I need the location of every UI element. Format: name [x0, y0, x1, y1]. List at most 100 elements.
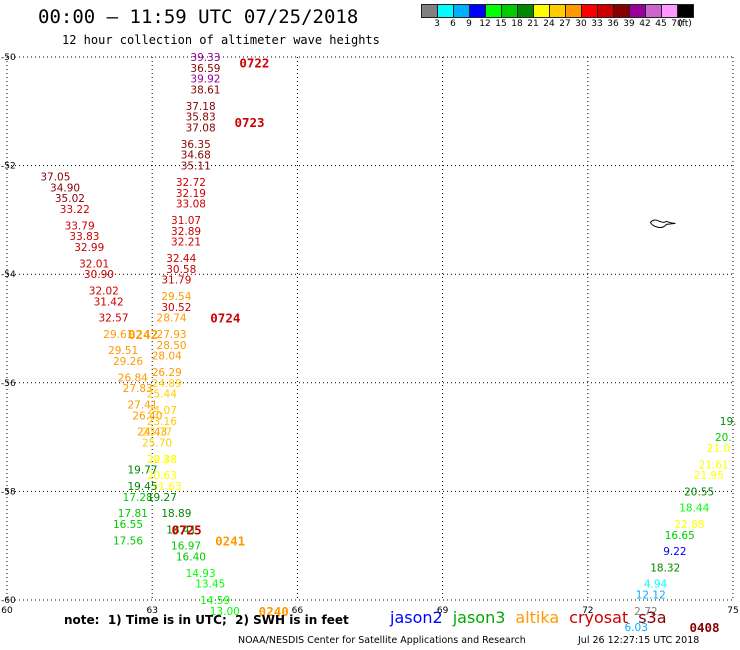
lat-tick-label: -60	[1, 596, 16, 606]
satellite-legend: jason2 jason3 altika cryosat s3a	[390, 608, 677, 627]
legend-swatch	[613, 4, 630, 18]
swh-value: 26.84	[118, 372, 148, 384]
legend-swatch	[453, 4, 470, 18]
island-outline	[649, 219, 676, 229]
swh-value: 17.81	[118, 508, 148, 520]
swh-value: 4.94	[644, 579, 668, 591]
swh-value: 30.90	[84, 269, 114, 281]
swh-value: 21.61	[699, 459, 729, 471]
swh-value: 36.59	[190, 63, 220, 75]
swh-value: 30.58	[166, 264, 196, 276]
swh-value: 37.08	[186, 123, 216, 135]
legend-swatch	[549, 4, 566, 18]
swh-value: 29.61	[103, 329, 133, 341]
legend-swatch	[485, 4, 502, 18]
page-title: 00:00 – 11:59 UTC 07/25/2018	[38, 6, 359, 28]
swh-value: 33.83	[69, 231, 99, 243]
swh-value: 13.45	[195, 579, 225, 591]
legend-swatch	[565, 4, 582, 18]
legend-swatch	[661, 4, 678, 18]
legend-label: 42	[639, 19, 651, 29]
pass-time-label: 0241	[215, 533, 245, 548]
swh-value: 35.83	[186, 112, 216, 124]
legend-swatches	[421, 4, 694, 18]
legend-label: 45	[655, 19, 667, 29]
swh-value: 32.57	[98, 313, 128, 325]
legend-label: 33	[591, 19, 603, 29]
page-subtitle: 12 hour collection of altimeter wave hei…	[62, 33, 380, 47]
legend-swatch	[501, 4, 518, 18]
swh-value: 20.63	[147, 470, 177, 482]
legend-swatch	[517, 4, 534, 18]
swh-value: 9.22	[663, 546, 686, 558]
legend-label: 27	[559, 19, 571, 29]
swh-value: 23.77	[142, 427, 172, 439]
legend-label: 12	[479, 19, 491, 29]
swh-value: 39.33	[190, 52, 220, 64]
lon-tick-label: 72	[582, 606, 593, 616]
satellite-legend-altika: altika	[515, 608, 560, 627]
legend-label: 21	[527, 19, 539, 29]
swh-value: 19.	[720, 416, 737, 428]
swh-value: 34.68	[181, 150, 211, 162]
legend-swatch	[469, 4, 486, 18]
swh-value: 33.08	[176, 199, 206, 211]
generated-timestamp: Jul 26 12:27:15 UTC 2018	[578, 635, 700, 646]
legend-swatch	[677, 4, 694, 18]
credit-text: NOAA/NESDIS Center for Satellite Applica…	[238, 635, 526, 646]
swh-value: 32.99	[74, 242, 104, 254]
swh-value: 2.72	[634, 606, 657, 618]
swh-value: 29.54	[161, 291, 191, 303]
swh-value: 22.38	[147, 454, 177, 466]
legend-label: 6	[450, 19, 456, 29]
footer-note: note: 1) Time is in UTC; 2) SWH is in fe…	[64, 613, 349, 627]
swh-value: 32.44	[166, 253, 196, 265]
swh-value: 28.04	[152, 351, 182, 363]
legend-label: 9	[466, 19, 472, 29]
swh-value: 30.52	[161, 302, 191, 314]
map-grid	[6, 56, 734, 601]
swh-value: 19.45	[127, 481, 157, 493]
satellite-legend-jason3: jason3	[452, 608, 506, 627]
legend-swatch	[437, 4, 454, 18]
swh-value: 27.93	[157, 329, 187, 341]
legend-swatch	[597, 4, 614, 18]
lon-tick-label: 63	[146, 606, 157, 616]
swh-value: 36.35	[181, 139, 211, 151]
swh-value: 25.44	[147, 389, 177, 401]
lat-tick-label: -50	[1, 53, 16, 63]
legend-label: 36	[607, 19, 619, 29]
swh-value: 18.32	[650, 562, 680, 574]
swh-value: 29.26	[113, 356, 143, 368]
swh-value: 25.70	[142, 438, 172, 450]
color-legend: 3 6 9 12 15 18 21 24 27 30 33 36 39 42 45 70 (ft)	[421, 4, 694, 32]
swh-value: 14.59	[200, 595, 230, 607]
swh-value: 31.42	[94, 296, 124, 308]
swh-value: 24.89	[152, 378, 182, 390]
swh-value: 28.50	[157, 340, 187, 352]
swh-value: 26.29	[152, 367, 182, 379]
pass-time-label: 0722	[239, 55, 269, 70]
swh-value: 17.56	[113, 535, 143, 547]
swh-value: 33.79	[65, 220, 95, 232]
swh-value: 14.93	[186, 568, 216, 580]
legend-label: 18	[511, 19, 523, 29]
swh-value: 27.83	[123, 383, 153, 395]
swh-value: 32.01	[79, 258, 109, 270]
swh-value: 24.07	[147, 405, 177, 417]
pass-time-label: 0725	[172, 522, 202, 537]
swh-value: 39.92	[190, 74, 220, 86]
legend-swatch	[629, 4, 646, 18]
swh-value: 21.95	[694, 470, 724, 482]
swh-value: 34.90	[50, 182, 80, 194]
legend-label: 15	[495, 19, 507, 29]
legend-label: 3	[434, 19, 440, 29]
lat-tick-label: -58	[1, 487, 16, 497]
swh-value: 35.02	[55, 193, 85, 205]
swh-value: 32.02	[89, 285, 119, 297]
swh-value: 20.	[715, 432, 732, 444]
